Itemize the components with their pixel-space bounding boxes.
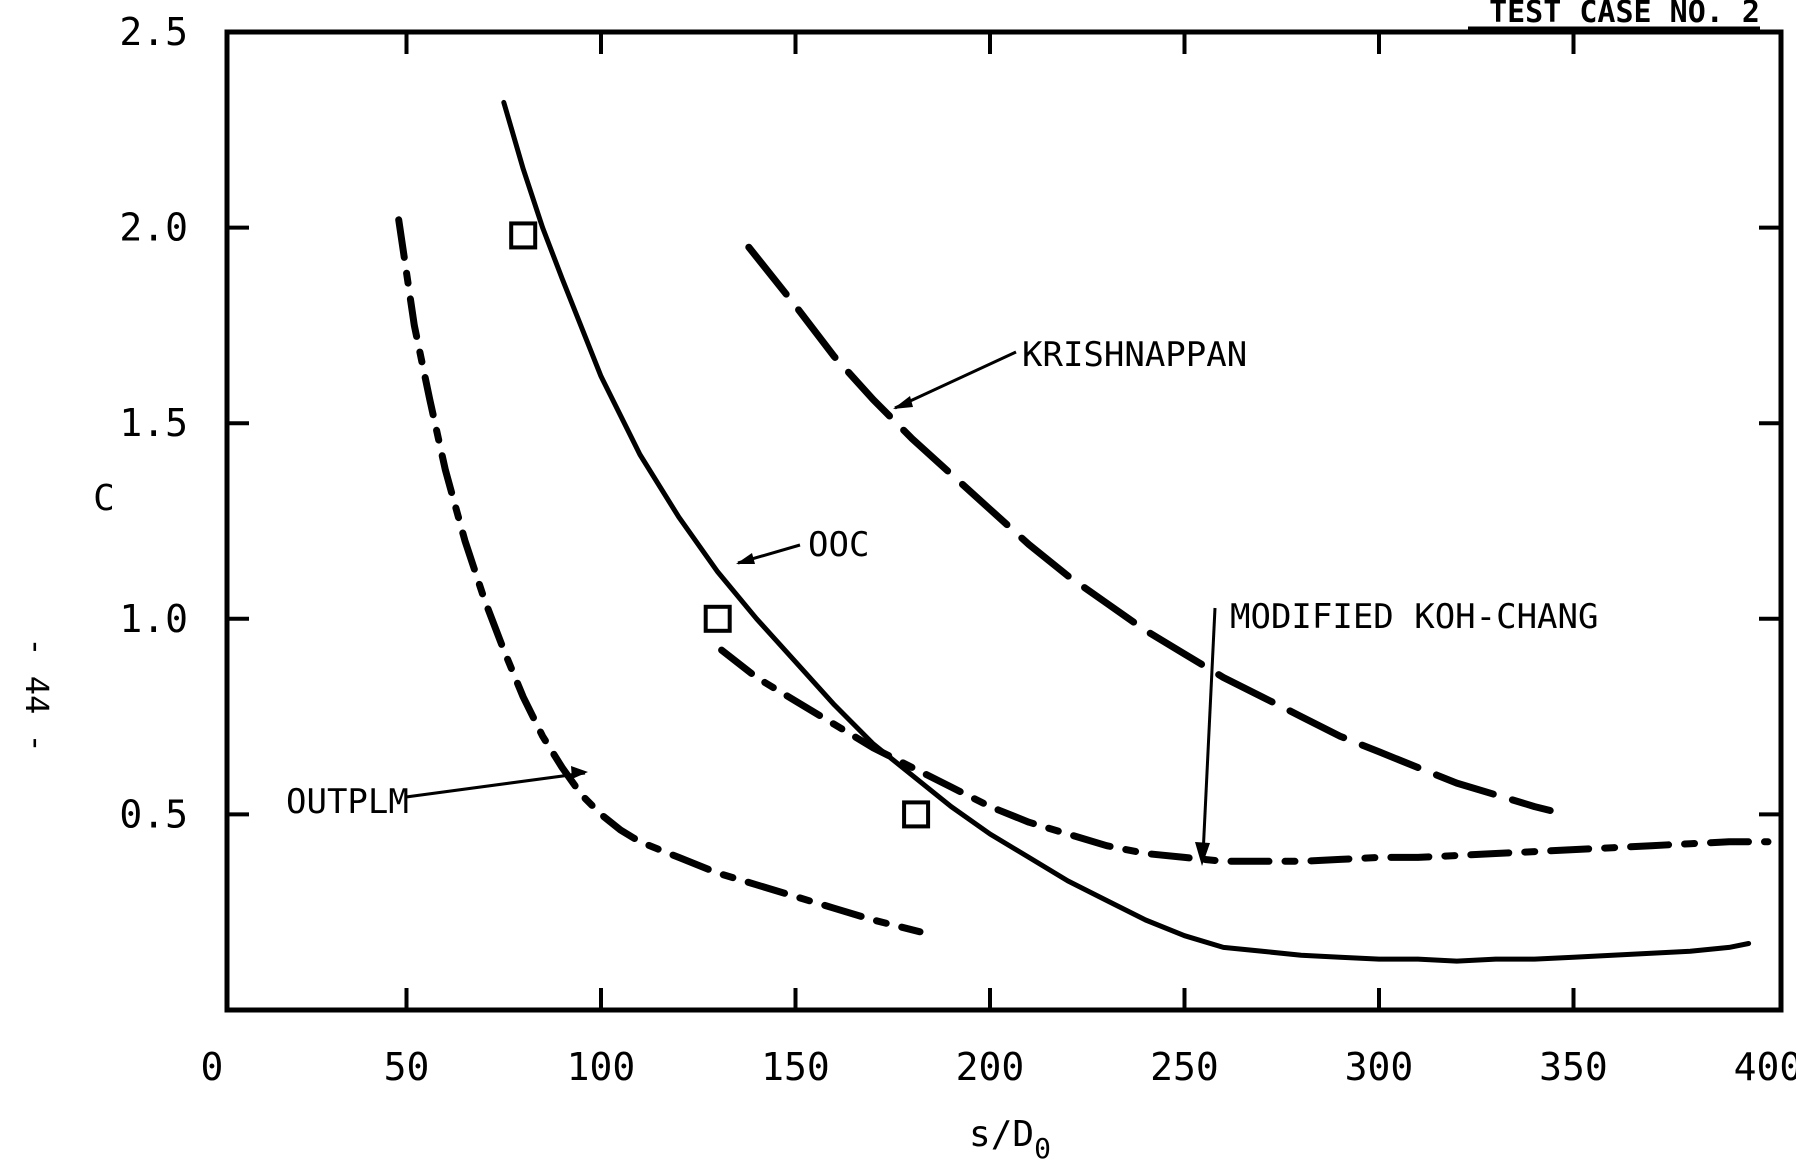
annotation-ooc: OOC — [808, 525, 869, 565]
data-point-square — [509, 221, 538, 250]
x-axis-ticks: 0 50 100 150 200 250 300 350 400 — [201, 32, 1796, 1089]
y-tick-label: 2.5 — [119, 10, 188, 54]
y-axis-ticks: 0.5 1.0 1.5 2.0 2.5 — [119, 10, 1781, 836]
x-tick-label: 100 — [567, 1045, 636, 1089]
series-layer — [395, 99, 1772, 964]
y-tick-label: 1.5 — [119, 401, 188, 445]
x-tick-label: 0 — [201, 1045, 224, 1089]
annotation-koh-leader — [1201, 607, 1217, 856]
x-tick-label: 300 — [1345, 1045, 1414, 1089]
y-tick-label: 0.5 — [119, 792, 188, 836]
data-point-square — [703, 604, 732, 633]
x-axis-label-subscript: 0 — [1034, 1132, 1051, 1165]
plot-frame — [224, 29, 1784, 1013]
y-tick-label: 1.0 — [119, 597, 188, 641]
series-line-modified-koh-chang — [718, 646, 1772, 865]
x-tick-label: 50 — [384, 1045, 430, 1089]
series-line-krishnappan — [745, 243, 1554, 814]
annotation-outplm: OUTPLM — [286, 782, 409, 822]
x-axis-label-main: s/D — [969, 1114, 1034, 1155]
x-tick-label: 400 — [1734, 1045, 1796, 1089]
series-line-outplm — [395, 216, 924, 936]
x-axis-label: s/D0 — [969, 1114, 1051, 1165]
data-point-square — [902, 800, 931, 829]
annotation-outplm-arrowhead — [571, 766, 588, 779]
annotation-krishnappan-arrowhead — [893, 396, 913, 409]
annotation-layer: KRISHNAPPAN OOC MODIFIED KOH-CHANG OUTPL… — [286, 335, 1598, 866]
x-tick-label: 250 — [1150, 1045, 1219, 1089]
x-tick-label: 200 — [956, 1045, 1025, 1089]
annotation-krishnappan-leader — [894, 350, 1017, 410]
annotation-krishnappan: KRISHNAPPAN — [1022, 335, 1247, 375]
x-tick-label: 350 — [1539, 1045, 1608, 1089]
annotation-outplm-leader — [405, 771, 586, 799]
y-tick-label: 2.0 — [119, 206, 188, 250]
chart-title: TEST CASE NO. 2 — [1489, 0, 1760, 30]
annotation-koh-arrowhead — [1195, 842, 1210, 866]
series-line-ooc — [501, 99, 1752, 964]
x-tick-label: 150 — [761, 1045, 830, 1089]
annotation-ooc-arrowhead — [736, 553, 755, 564]
page-number: - 44 - — [18, 637, 56, 753]
annotation-modified-koh-chang: MODIFIED KOH-CHANG — [1230, 597, 1598, 637]
y-axis-label: C — [93, 478, 115, 519]
